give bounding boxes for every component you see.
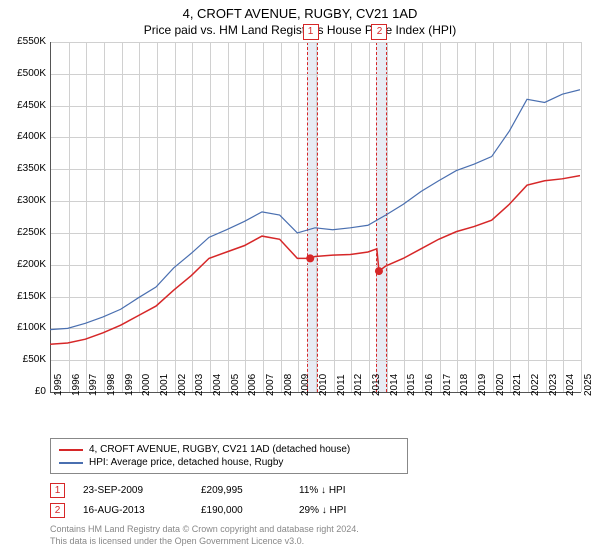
x-axis-label: 2012 xyxy=(353,374,364,396)
y-axis-label: £500K xyxy=(17,68,46,79)
legend-item: HPI: Average price, detached house, Rugb… xyxy=(59,456,399,469)
price-chart xyxy=(50,42,580,392)
marker-icon: 1 xyxy=(50,483,65,498)
page-title: 4, CROFT AVENUE, RUGBY, CV21 1AD xyxy=(0,0,600,21)
marker-icon: 2 xyxy=(50,503,65,518)
x-axis-label: 1997 xyxy=(88,374,99,396)
y-axis-label: £50K xyxy=(23,354,46,365)
footnote-line: Contains HM Land Registry data © Crown c… xyxy=(50,524,359,536)
marker-icon: 1 xyxy=(303,24,319,40)
legend-swatch-icon xyxy=(59,449,83,451)
x-axis-label: 2013 xyxy=(371,374,382,396)
x-axis-label: 2005 xyxy=(230,374,241,396)
x-axis-label: 2000 xyxy=(141,374,152,396)
x-axis-label: 2006 xyxy=(247,374,258,396)
x-axis-label: 2011 xyxy=(336,374,347,396)
x-axis-label: 2003 xyxy=(194,374,205,396)
page-subtitle: Price paid vs. HM Land Registry's House … xyxy=(0,21,600,37)
y-axis-label: £450K xyxy=(17,100,46,111)
x-axis-label: 2025 xyxy=(583,374,594,396)
y-axis-label: £150K xyxy=(17,291,46,302)
transactions-table: 1 23-SEP-2009 £209,995 11% ↓ HPI 2 16-AU… xyxy=(50,480,379,520)
y-axis-label: £400K xyxy=(17,131,46,142)
legend-label: HPI: Average price, detached house, Rugb… xyxy=(89,457,283,468)
transaction-diff: 29% ↓ HPI xyxy=(299,505,379,516)
x-axis-label: 2022 xyxy=(530,374,541,396)
x-axis-label: 2023 xyxy=(548,374,559,396)
x-axis-label: 1995 xyxy=(53,374,64,396)
footnote-line: This data is licensed under the Open Gov… xyxy=(50,536,359,548)
y-axis-label: £0 xyxy=(35,386,46,397)
y-axis-label: £550K xyxy=(17,36,46,47)
y-axis-label: £200K xyxy=(17,259,46,270)
x-axis-label: 2015 xyxy=(406,374,417,396)
table-row: 1 23-SEP-2009 £209,995 11% ↓ HPI xyxy=(50,480,379,500)
x-axis-label: 2007 xyxy=(265,374,276,396)
x-axis-label: 2010 xyxy=(318,374,329,396)
x-axis-label: 1999 xyxy=(124,374,135,396)
chart-svg xyxy=(50,42,580,392)
x-axis-label: 2016 xyxy=(424,374,435,396)
footnote: Contains HM Land Registry data © Crown c… xyxy=(50,524,359,547)
y-axis-label: £300K xyxy=(17,195,46,206)
legend-swatch-icon xyxy=(59,462,83,464)
y-axis-label: £100K xyxy=(17,322,46,333)
transaction-diff: 11% ↓ HPI xyxy=(299,485,379,496)
chart-legend: 4, CROFT AVENUE, RUGBY, CV21 1AD (detach… xyxy=(50,438,408,474)
x-axis-label: 1998 xyxy=(106,374,117,396)
y-axis-label: £350K xyxy=(17,163,46,174)
x-axis-label: 2009 xyxy=(300,374,311,396)
x-axis-label: 2014 xyxy=(389,374,400,396)
x-axis-label: 2021 xyxy=(512,374,523,396)
x-axis-label: 2024 xyxy=(565,374,576,396)
transaction-price: £209,995 xyxy=(201,485,281,496)
x-axis-label: 1996 xyxy=(71,374,82,396)
y-axis-label: £250K xyxy=(17,227,46,238)
legend-label: 4, CROFT AVENUE, RUGBY, CV21 1AD (detach… xyxy=(89,444,350,455)
x-axis-label: 2017 xyxy=(442,374,453,396)
x-axis-label: 2002 xyxy=(177,374,188,396)
x-axis-label: 2019 xyxy=(477,374,488,396)
table-row: 2 16-AUG-2013 £190,000 29% ↓ HPI xyxy=(50,500,379,520)
transaction-price: £190,000 xyxy=(201,505,281,516)
x-axis-label: 2001 xyxy=(159,374,170,396)
legend-item: 4, CROFT AVENUE, RUGBY, CV21 1AD (detach… xyxy=(59,443,399,456)
x-axis-label: 2008 xyxy=(283,374,294,396)
transaction-date: 23-SEP-2009 xyxy=(83,485,183,496)
transaction-date: 16-AUG-2013 xyxy=(83,505,183,516)
x-axis-label: 2018 xyxy=(459,374,470,396)
marker-icon: 2 xyxy=(371,24,387,40)
x-axis-label: 2020 xyxy=(495,374,506,396)
x-axis-label: 2004 xyxy=(212,374,223,396)
